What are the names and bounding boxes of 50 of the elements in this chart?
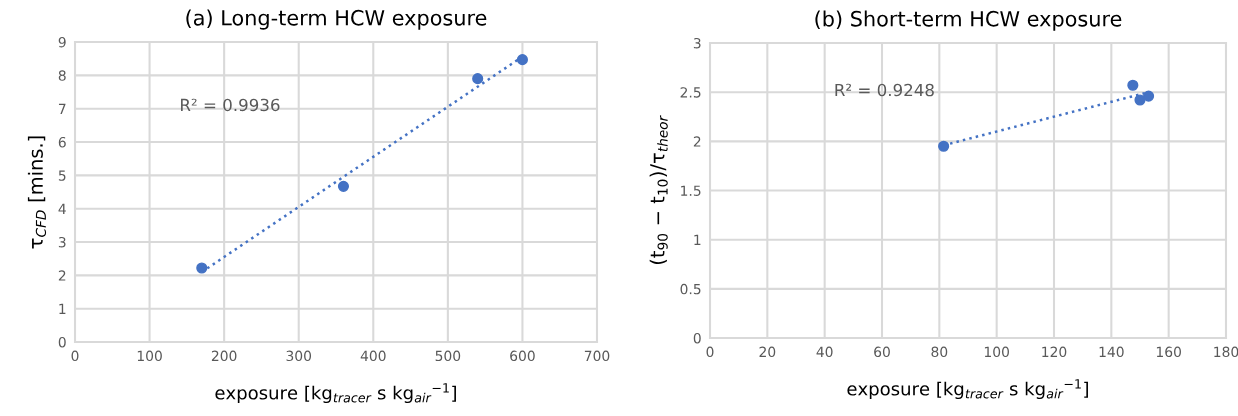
y-tick-label: 4 xyxy=(58,203,66,214)
x-tick-label: 120 xyxy=(1042,346,1067,358)
y-tick-label: 1 xyxy=(694,234,701,245)
chart-title: (b) Short-term HCW exposure xyxy=(815,10,1122,31)
point xyxy=(516,54,528,66)
x-tick-label: 60 xyxy=(874,346,890,358)
x-tick-label: 700 xyxy=(584,350,610,362)
x-tick-label: 80 xyxy=(931,346,948,358)
x-tick-label: 180 xyxy=(1214,346,1238,358)
x-tick-label: 20 xyxy=(759,346,776,358)
x-tick-label: 600 xyxy=(510,350,535,362)
annotation: R² = 0.9248 xyxy=(835,83,934,97)
point xyxy=(472,73,484,85)
x-tick-label: 300 xyxy=(286,350,312,362)
y-axis-title: (t$_{90}$ − t$_{10}$)/τ$_{theor}$ xyxy=(649,115,668,265)
x-tick-label: 160 xyxy=(1156,346,1181,358)
point xyxy=(1127,79,1139,91)
y-tick-label: 7 xyxy=(58,103,66,114)
x-tick-label: 100 xyxy=(137,350,162,362)
y-tick-label: 9 xyxy=(58,36,66,48)
x-tick-label: 100 xyxy=(984,346,1009,358)
y-tick-label: 2 xyxy=(693,136,701,147)
y-tick-label: 0 xyxy=(58,336,66,348)
point xyxy=(196,262,208,274)
y-tick-label: 0.5 xyxy=(680,283,701,295)
y-tick-label: 3 xyxy=(58,236,66,248)
y-tick-label: 3 xyxy=(693,37,701,49)
y-tick-label: 8 xyxy=(58,70,66,81)
x-tick-label: 0 xyxy=(706,346,714,358)
x-tick-label: 200 xyxy=(211,350,237,362)
y-tick-label: 1.5 xyxy=(681,185,701,196)
y-tick-label: 1 xyxy=(59,303,66,314)
y-tick-label: 2.5 xyxy=(680,87,701,98)
y-tick-label: 6 xyxy=(58,136,66,148)
y-tick-label: 0 xyxy=(693,332,701,344)
annotation: R² = 0.9936 xyxy=(181,98,280,112)
x-tick-label: 500 xyxy=(435,350,461,362)
x-axis-title: exposure [kg$_{tracer}$ s kg$_{air}$$^{−1}$] xyxy=(847,379,1088,400)
y-tick-label: 5 xyxy=(58,170,66,181)
x-axis-title: exposure [kg$_{tracer}$ s kg$_{air}$$^{−1}$] xyxy=(215,383,456,404)
chart-title: (a) Long-term HCW exposure xyxy=(186,9,487,30)
x-tick-label: 400 xyxy=(360,350,386,362)
point xyxy=(938,140,950,152)
y-axis-title: τ$_{CFD}$ [mins.] xyxy=(27,136,47,249)
x-tick-label: 40 xyxy=(816,346,833,358)
point xyxy=(337,180,350,192)
x-tick-label: 0 xyxy=(71,350,79,362)
point xyxy=(1143,90,1155,102)
x-tick-label: 140 xyxy=(1099,346,1124,358)
y-tick-label: 2 xyxy=(58,270,66,281)
